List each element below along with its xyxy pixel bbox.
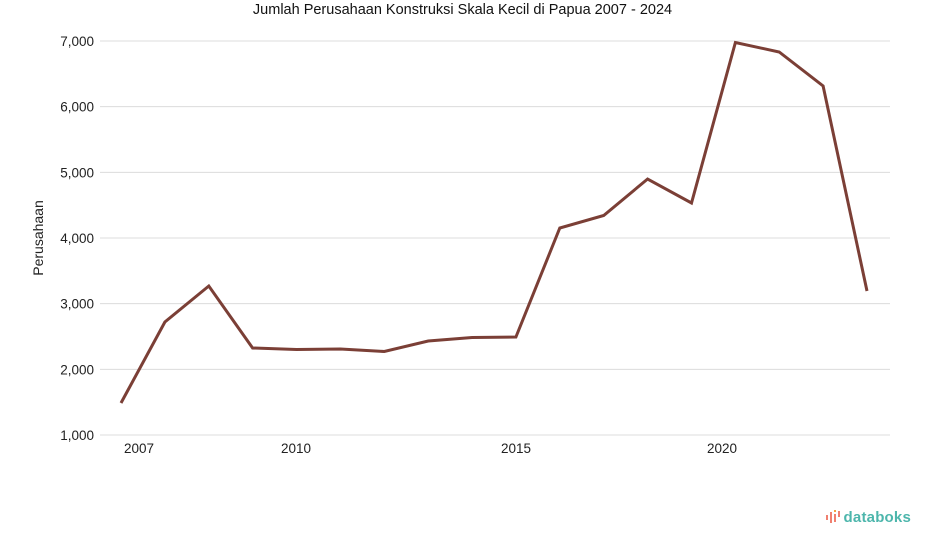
y-tick-label: 3,000 <box>60 297 94 312</box>
y-tick-label: 2,000 <box>60 362 94 377</box>
chart-title: Jumlah Perusahaan Konstruksi Skala Kecil… <box>252 2 673 18</box>
y-tick-label: 5,000 <box>60 165 94 180</box>
bars-logo-icon <box>825 510 840 523</box>
y-tick-label: 6,000 <box>60 100 94 115</box>
y-tick-label: 4,000 <box>60 231 94 246</box>
y-tick-label: 7,000 <box>60 34 94 49</box>
x-tick-label: 2010 <box>281 441 311 456</box>
data-line <box>119 40 869 404</box>
databoks-logo: databoks <box>824 508 911 526</box>
y-axis-ticks: 1,000 2,000 3,000 4,000 5,000 6,000 7,000 <box>60 34 94 443</box>
gridlines <box>100 40 890 436</box>
y-tick-label: 1,000 <box>60 428 94 443</box>
brand-name: databoks <box>843 508 911 526</box>
x-axis-ticks: 2007 2010 2015 2020 <box>124 441 737 456</box>
x-tick-label: 2007 <box>124 441 154 456</box>
x-tick-label: 2020 <box>707 441 737 456</box>
x-tick-label: 2015 <box>501 441 531 456</box>
